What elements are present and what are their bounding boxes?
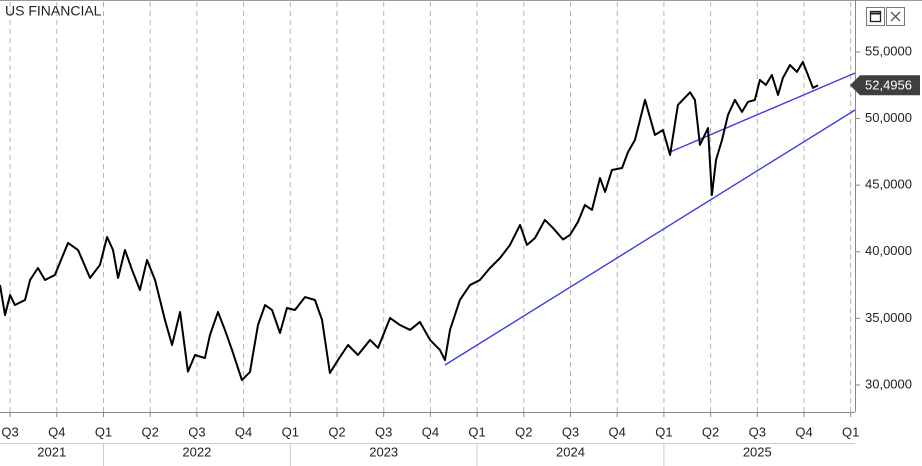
y-tick-label: 55,0000 xyxy=(865,43,912,58)
price-line xyxy=(0,60,819,382)
x-tick-label: Q1 xyxy=(842,424,859,439)
y-tick-label: 40,0000 xyxy=(865,243,912,258)
x-tick-label: Q1 xyxy=(282,424,299,439)
y-tick-label: 50,0000 xyxy=(865,110,912,125)
x-tick-label: Q3 xyxy=(188,424,205,439)
y-tick-label: 35,0000 xyxy=(865,310,912,325)
axis-layer: 30,0000 35,0000 40,0000 45,0000 50,0000 55,00… xyxy=(1,43,920,466)
year-label: 2025 xyxy=(743,444,772,459)
last-price-label: 52,4956 xyxy=(865,78,912,93)
y-tick-label: 45,0000 xyxy=(865,177,912,192)
close-button[interactable] xyxy=(886,7,905,26)
x-tick-label: Q3 xyxy=(749,424,766,439)
x-tick-label: Q2 xyxy=(142,424,159,439)
year-label: 2022 xyxy=(182,444,211,459)
x-tick-label: Q1 xyxy=(468,424,485,439)
year-label: 2023 xyxy=(369,444,398,459)
y-tick-label: 30,0000 xyxy=(865,376,912,391)
x-tick-label: Q4 xyxy=(48,424,65,439)
maximize-button[interactable] xyxy=(866,7,885,26)
x-tick-label: Q3 xyxy=(375,424,392,439)
x-tick-label: Q3 xyxy=(1,424,18,439)
x-tick-label: Q2 xyxy=(515,424,532,439)
x-tick-label: Q3 xyxy=(562,424,579,439)
trendline xyxy=(669,72,856,153)
x-tick-label: Q2 xyxy=(702,424,719,439)
x-tick-label: Q2 xyxy=(328,424,345,439)
x-tick-label: Q4 xyxy=(795,424,812,439)
chart-title: US FINANCIAL xyxy=(5,3,102,19)
x-tick-label: Q1 xyxy=(95,424,112,439)
x-tick-label: Q4 xyxy=(235,424,252,439)
x-tick-label: Q4 xyxy=(609,424,626,439)
year-label: 2024 xyxy=(556,444,585,459)
plot-layer xyxy=(0,60,856,382)
trendline xyxy=(444,109,856,366)
last-price-tag xyxy=(850,75,920,96)
year-label: 2021 xyxy=(37,444,66,459)
x-tick-label: Q4 xyxy=(422,424,439,439)
x-tick-label: Q1 xyxy=(655,424,672,439)
